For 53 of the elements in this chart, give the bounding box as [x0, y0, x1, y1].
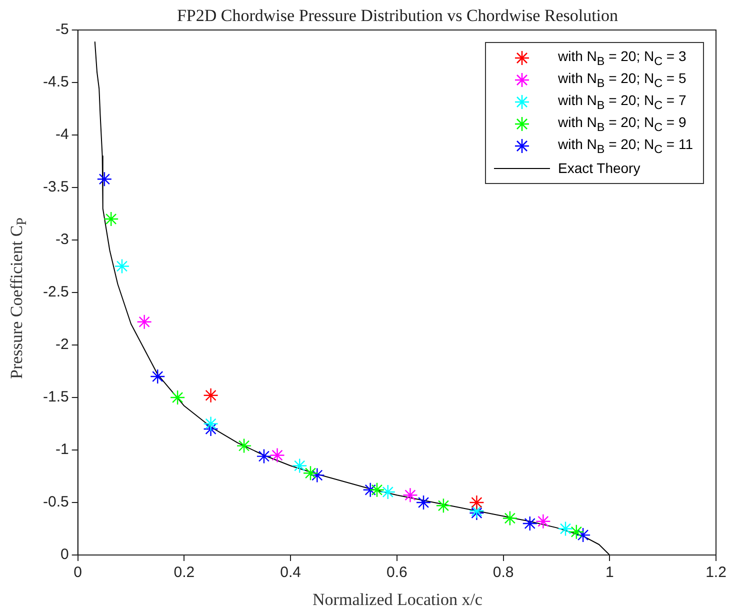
x-tick-label: 1 [605, 564, 614, 582]
point [256, 448, 272, 464]
chart-title: FP2D Chordwise Pressure Distribution vs Chordwise Resolution [176, 6, 620, 26]
point [150, 368, 166, 384]
point [114, 258, 130, 274]
y-tick-label: -1.5 [42, 388, 69, 406]
point [270, 448, 285, 463]
point [558, 521, 574, 536]
point [522, 516, 538, 532]
point [380, 484, 396, 500]
x-tick-label: 0 [74, 564, 82, 582]
x-axis-title: Normalized Location x/c [312, 590, 484, 610]
point [402, 488, 418, 503]
point [416, 494, 432, 510]
point [292, 458, 308, 474]
x-tick-label: 1.2 [706, 564, 726, 582]
legend-label: with N$_{B}$ = 20; N$_{C}$ = 3 [558, 48, 686, 68]
point [362, 482, 378, 498]
point [310, 468, 325, 483]
point [469, 494, 484, 510]
point [103, 211, 119, 227]
x-tick-label: 0.6 [386, 564, 408, 582]
point [536, 514, 551, 529]
y-tick-label: -2.5 [42, 284, 69, 301]
y-tick-label: -3 [56, 231, 69, 248]
y-tick-label: -3.5 [42, 178, 69, 196]
y-tick-label: -0.5 [42, 494, 69, 511]
point [236, 438, 252, 454]
legend-label: with N$_{B}$ = 20; N$_{C}$ = 5 [558, 70, 686, 90]
y-tick-label: -5 [56, 21, 69, 38]
point [575, 527, 591, 543]
point [369, 482, 385, 498]
point [502, 510, 518, 526]
y-tick-label: -4.5 [42, 74, 69, 91]
x-tick-label: 0.4 [280, 564, 301, 582]
y-tick-label: 0 [60, 546, 69, 564]
x-tick-label: 0.8 [492, 564, 514, 582]
point [96, 172, 112, 187]
legend-label: with N$_{B}$ = 20; N$_{C}$ = 11 [558, 136, 694, 156]
legend-label: Exact Theory [558, 160, 640, 176]
point [170, 390, 186, 406]
point [436, 498, 452, 514]
legend-label: with N$_{B}$ = 20; N$_{C}$ = 7 [558, 92, 686, 112]
point [203, 388, 218, 403]
legend-label: with N$_{B}$ = 20; N$_{C}$ = 9 [558, 114, 686, 134]
point [136, 314, 152, 330]
point [302, 466, 318, 481]
y-tick-label: -1 [56, 441, 69, 458]
point [568, 524, 584, 540]
y-tick-label: -4 [56, 126, 69, 144]
x-tick-label: 0.2 [174, 564, 195, 582]
y-tick-label: -2 [56, 336, 69, 354]
point [203, 416, 218, 432]
